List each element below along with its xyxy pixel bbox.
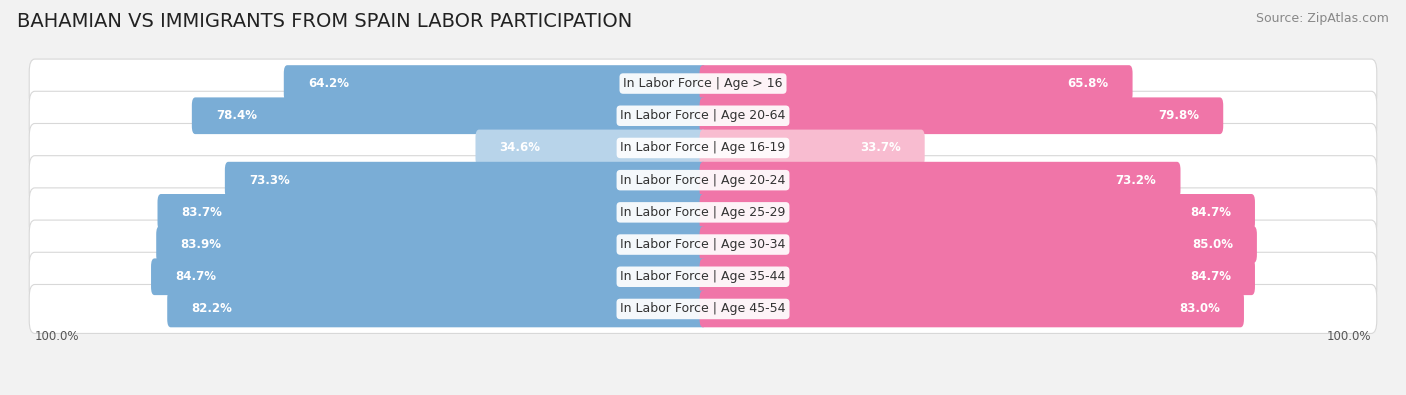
Text: 64.2%: 64.2% (308, 77, 349, 90)
FancyBboxPatch shape (30, 284, 1376, 333)
Text: 78.4%: 78.4% (217, 109, 257, 122)
Text: 34.6%: 34.6% (499, 141, 540, 154)
Text: 33.7%: 33.7% (860, 141, 901, 154)
Text: 84.7%: 84.7% (176, 270, 217, 283)
FancyBboxPatch shape (700, 98, 1223, 134)
FancyBboxPatch shape (30, 220, 1376, 269)
FancyBboxPatch shape (225, 162, 706, 199)
Text: 73.2%: 73.2% (1115, 174, 1156, 187)
Text: In Labor Force | Age 35-44: In Labor Force | Age 35-44 (620, 270, 786, 283)
FancyBboxPatch shape (284, 65, 706, 102)
Text: In Labor Force | Age 16-19: In Labor Force | Age 16-19 (620, 141, 786, 154)
Text: 100.0%: 100.0% (1327, 330, 1371, 343)
FancyBboxPatch shape (30, 91, 1376, 140)
FancyBboxPatch shape (30, 188, 1376, 237)
FancyBboxPatch shape (167, 291, 706, 327)
FancyBboxPatch shape (30, 156, 1376, 205)
Text: In Labor Force | Age 45-54: In Labor Force | Age 45-54 (620, 303, 786, 316)
FancyBboxPatch shape (700, 130, 925, 166)
Text: 65.8%: 65.8% (1067, 77, 1108, 90)
Text: 100.0%: 100.0% (35, 330, 79, 343)
Text: 83.9%: 83.9% (180, 238, 221, 251)
Text: In Labor Force | Age 25-29: In Labor Force | Age 25-29 (620, 206, 786, 219)
FancyBboxPatch shape (700, 258, 1256, 295)
FancyBboxPatch shape (475, 130, 706, 166)
Text: 82.2%: 82.2% (191, 303, 232, 316)
FancyBboxPatch shape (700, 162, 1181, 199)
Text: In Labor Force | Age 20-24: In Labor Force | Age 20-24 (620, 174, 786, 187)
Text: 83.0%: 83.0% (1180, 303, 1220, 316)
FancyBboxPatch shape (700, 65, 1133, 102)
Text: In Labor Force | Age 20-64: In Labor Force | Age 20-64 (620, 109, 786, 122)
Text: Source: ZipAtlas.com: Source: ZipAtlas.com (1256, 12, 1389, 25)
FancyBboxPatch shape (156, 226, 706, 263)
Text: 79.8%: 79.8% (1159, 109, 1199, 122)
Text: 84.7%: 84.7% (1189, 206, 1230, 219)
Text: 84.7%: 84.7% (1189, 270, 1230, 283)
FancyBboxPatch shape (700, 226, 1257, 263)
Text: 85.0%: 85.0% (1192, 238, 1233, 251)
FancyBboxPatch shape (30, 59, 1376, 108)
FancyBboxPatch shape (700, 291, 1244, 327)
Text: BAHAMIAN VS IMMIGRANTS FROM SPAIN LABOR PARTICIPATION: BAHAMIAN VS IMMIGRANTS FROM SPAIN LABOR … (17, 12, 633, 31)
FancyBboxPatch shape (150, 258, 706, 295)
Text: In Labor Force | Age > 16: In Labor Force | Age > 16 (623, 77, 783, 90)
FancyBboxPatch shape (30, 252, 1376, 301)
Text: 73.3%: 73.3% (249, 174, 290, 187)
FancyBboxPatch shape (191, 98, 706, 134)
FancyBboxPatch shape (700, 194, 1256, 231)
FancyBboxPatch shape (157, 194, 706, 231)
Text: In Labor Force | Age 30-34: In Labor Force | Age 30-34 (620, 238, 786, 251)
Text: 83.7%: 83.7% (181, 206, 222, 219)
FancyBboxPatch shape (30, 124, 1376, 173)
